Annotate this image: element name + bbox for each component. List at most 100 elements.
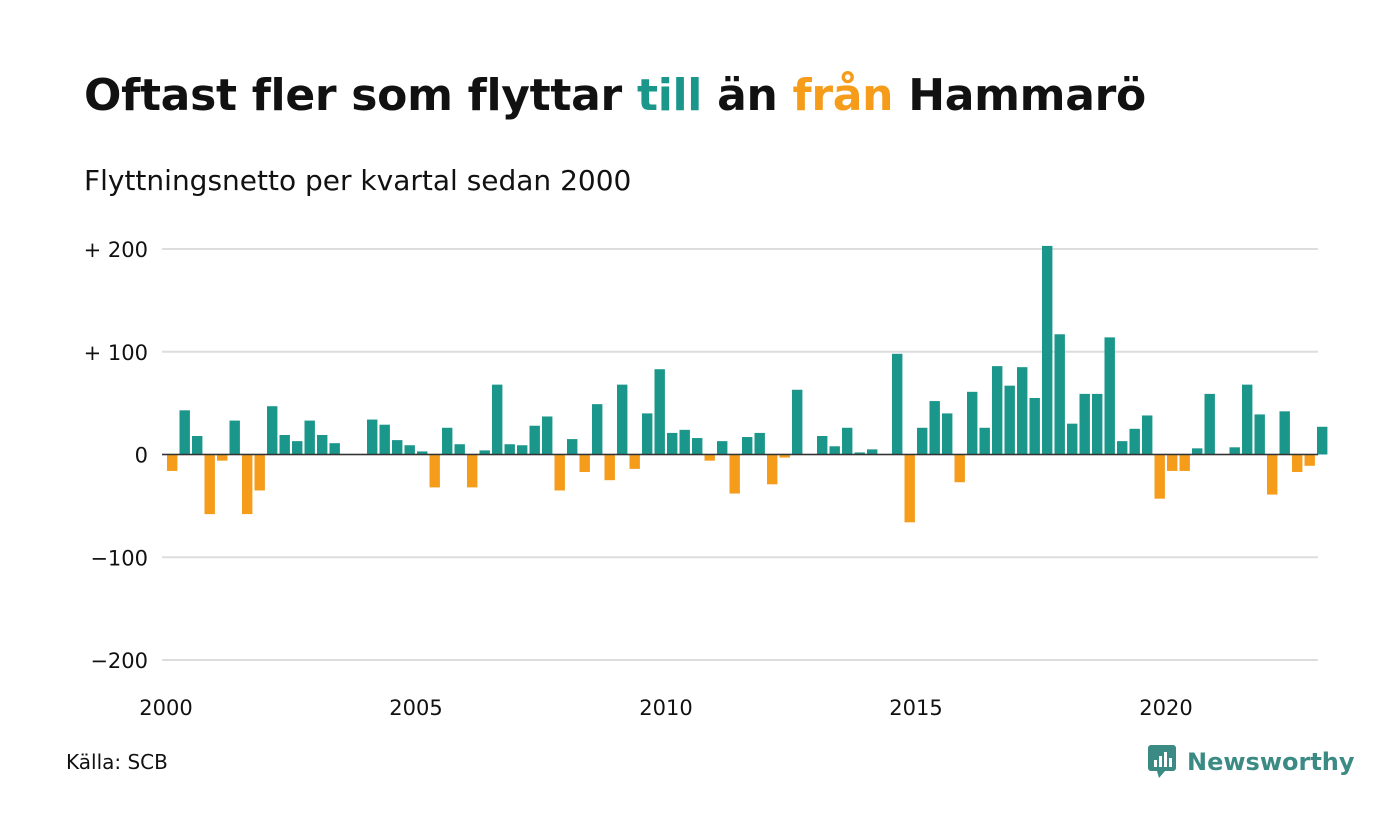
bar <box>1029 397 1040 455</box>
bar <box>867 449 878 455</box>
bar <box>629 454 640 469</box>
bar <box>379 424 390 455</box>
bar <box>604 454 615 481</box>
newsworthy-brand: Newsworthy <box>1147 744 1355 780</box>
bar <box>217 454 228 461</box>
bar <box>729 454 740 494</box>
bar <box>404 445 415 455</box>
bar <box>579 454 590 472</box>
chart-title: Oftast fler som flyttar till än från Ham… <box>84 70 1146 121</box>
bar <box>929 401 940 455</box>
bar <box>192 436 203 455</box>
bar <box>542 416 553 455</box>
bar <box>654 369 665 455</box>
newsworthy-logo-icon <box>1148 745 1176 778</box>
bar <box>179 410 190 455</box>
y-tick-label: −100 <box>90 546 148 570</box>
bar <box>1229 447 1240 455</box>
bar <box>1104 337 1115 455</box>
bar <box>679 429 690 455</box>
bar <box>1117 441 1128 455</box>
bar <box>304 420 315 455</box>
bar <box>1242 384 1253 455</box>
bar <box>292 441 303 455</box>
bar <box>992 366 1003 455</box>
bar <box>754 432 765 455</box>
bar <box>504 444 515 455</box>
brand-name: Newsworthy <box>1187 748 1355 776</box>
title-part-2: än <box>702 70 793 121</box>
bar <box>479 450 490 455</box>
y-tick-label: + 200 <box>84 238 148 262</box>
bar <box>1067 423 1078 455</box>
x-tick-label: 2005 <box>389 696 442 720</box>
bar <box>1092 393 1103 455</box>
bar <box>779 454 790 458</box>
bar <box>279 434 290 455</box>
bar <box>917 427 928 455</box>
bar <box>817 436 828 455</box>
title-word-till: till <box>636 70 703 121</box>
bar <box>429 454 440 488</box>
bar <box>554 454 565 491</box>
bar <box>667 432 678 455</box>
bar <box>267 406 278 455</box>
bar <box>1192 448 1203 455</box>
bar <box>229 420 240 455</box>
bar <box>567 439 578 455</box>
bar <box>1254 414 1265 455</box>
bar <box>592 404 603 455</box>
bar <box>717 441 728 455</box>
title-word-fran: från <box>792 70 894 121</box>
bar <box>1267 454 1278 495</box>
bar <box>1054 334 1065 455</box>
bar <box>1079 393 1090 455</box>
bar <box>704 454 715 461</box>
bar <box>454 444 465 455</box>
y-tick-label: 0 <box>135 444 148 468</box>
bar <box>1304 454 1315 466</box>
bar <box>792 389 803 455</box>
y-tick-label: + 100 <box>84 341 148 365</box>
bar <box>954 454 965 483</box>
bar <box>742 437 753 455</box>
bar <box>242 454 253 515</box>
bar <box>1042 245 1053 455</box>
bar <box>1317 426 1328 455</box>
bar <box>417 451 428 455</box>
bar <box>692 438 703 455</box>
bar <box>392 440 403 455</box>
bar <box>842 427 853 455</box>
bar <box>367 419 378 455</box>
bar <box>967 391 978 455</box>
x-tick-label: 2000 <box>139 696 192 720</box>
bar <box>529 425 540 455</box>
bar <box>892 353 903 455</box>
bar <box>642 413 653 455</box>
bar <box>254 454 265 491</box>
bar <box>1142 415 1153 455</box>
bar <box>204 454 215 515</box>
x-tick-label: 2020 <box>1139 696 1192 720</box>
bar <box>942 413 953 455</box>
bar <box>854 452 865 455</box>
bar <box>1129 428 1140 455</box>
bar <box>1292 454 1303 472</box>
source-note: Källa: SCB <box>66 750 168 774</box>
bar <box>1179 454 1190 471</box>
x-tick-label: 2010 <box>639 696 692 720</box>
x-tick-label: 2015 <box>889 696 942 720</box>
chart-subtitle: Flyttningsnetto per kvartal sedan 2000 <box>84 164 632 197</box>
bar <box>467 454 478 488</box>
bar <box>1167 454 1178 471</box>
bar <box>329 443 340 455</box>
bar <box>1154 454 1165 499</box>
bar <box>1204 393 1215 455</box>
bar <box>517 445 528 455</box>
bar <box>1279 411 1290 455</box>
title-part-1: Oftast fler som flyttar <box>84 70 637 121</box>
y-tick-label: −200 <box>90 649 148 673</box>
bar <box>1017 367 1028 455</box>
bar <box>617 384 628 455</box>
